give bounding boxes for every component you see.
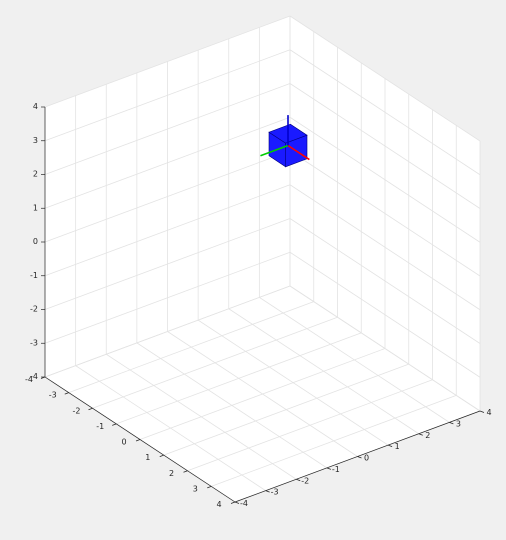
- axes-faces: [45, 16, 480, 502]
- y-tick-label: 4: [486, 408, 491, 417]
- z-tick-label: -4: [30, 372, 38, 381]
- grid-line-z: [289, 15, 481, 142]
- grid-line-z: [289, 116, 481, 243]
- x-tick-mark: [159, 454, 164, 457]
- y-tick-mark: [388, 444, 393, 447]
- x-tick-label: 1: [145, 453, 150, 462]
- z-tick-label: -2: [30, 305, 38, 314]
- x-tick-label: 3: [193, 484, 198, 493]
- x-tick-mark: [88, 407, 93, 411]
- y-tick-mark: [265, 490, 270, 493]
- x-tick-mark: [207, 486, 212, 489]
- tick-labels: -4 -3 -2 -1 0 1 2 3 4 -4 -3 -2 -1 0 1 2 3 4 -4 -3 -2 -1 0 1 2 3 4: [25, 102, 492, 509]
- grid-line-z: [289, 83, 481, 209]
- grid-lines: [44, 15, 481, 503]
- grid-line-z: [44, 150, 291, 243]
- grid-line-z: [44, 83, 291, 175]
- z-tick-label: -3: [30, 338, 38, 347]
- x-tick-mark: [135, 439, 141, 442]
- grid-line-y: [106, 353, 297, 480]
- y-tick-label: 2: [425, 431, 430, 440]
- y-tick-mark: [357, 456, 362, 459]
- y-tick-label: 3: [456, 419, 461, 428]
- grid-line-z: [289, 49, 481, 176]
- grid-line-z: [289, 285, 481, 412]
- x-tick-label: 4: [216, 500, 221, 509]
- z-tick-label: 4: [33, 102, 38, 111]
- y-tick-mark: [326, 467, 331, 470]
- grid-line-z: [44, 15, 291, 108]
- x-tick-label: -3: [49, 391, 57, 400]
- grid-line-y: [167, 331, 358, 457]
- grid-line-z: [289, 150, 481, 277]
- body-x-axis: [287, 144, 310, 161]
- z-tick-label: 3: [33, 136, 38, 145]
- x-tick-label: 2: [169, 469, 174, 478]
- y-tick-mark: [479, 410, 485, 413]
- z-tick-label: 2: [33, 170, 38, 179]
- x-tick-mark: [183, 470, 188, 473]
- plot-objects: [260, 115, 310, 168]
- y-tick-label: 0: [364, 454, 369, 463]
- x-tick-mark: [112, 423, 117, 426]
- grid-line-z: [44, 251, 291, 344]
- z-tick-label: 0: [33, 237, 38, 246]
- x-tick-mark: [230, 501, 236, 504]
- y-tick-label: 1: [395, 442, 400, 451]
- x-tick-mark: [64, 392, 69, 395]
- grid-line-z: [289, 251, 481, 378]
- grid-line-z: [289, 218, 481, 344]
- y-tick-label: -2: [301, 476, 309, 485]
- grid-line-y: [197, 319, 389, 446]
- body-y-axis: [260, 144, 289, 157]
- y-tick-mark: [296, 478, 301, 482]
- z-tick-label: 1: [33, 203, 38, 212]
- y-tick-mark: [234, 501, 240, 504]
- y-tick-mark: [418, 433, 423, 436]
- grid-line-z: [289, 184, 481, 311]
- x-tick-label: -1: [96, 422, 104, 431]
- grid-line-z: [44, 116, 291, 209]
- grid-line-y: [259, 297, 450, 423]
- grid-line-z: [44, 285, 291, 378]
- z-tick-label: -1: [30, 271, 38, 280]
- grid-line-z: [44, 218, 291, 310]
- y-tick-mark: [449, 422, 454, 425]
- y-tick-label: -1: [332, 465, 340, 474]
- x-tick-label: -2: [73, 406, 81, 415]
- x-tick-label: 0: [121, 438, 126, 447]
- grid-line-y: [75, 365, 266, 491]
- axis-lines: [40, 106, 485, 504]
- x-tick-label: -4: [25, 375, 33, 384]
- y-tick-label: -3: [271, 488, 279, 497]
- y-tick-label: -4: [240, 499, 248, 508]
- grid-line-y: [136, 342, 328, 469]
- grid-line-y: [228, 308, 419, 435]
- grid-line-z: [44, 49, 291, 142]
- grid-line-z: [44, 184, 291, 277]
